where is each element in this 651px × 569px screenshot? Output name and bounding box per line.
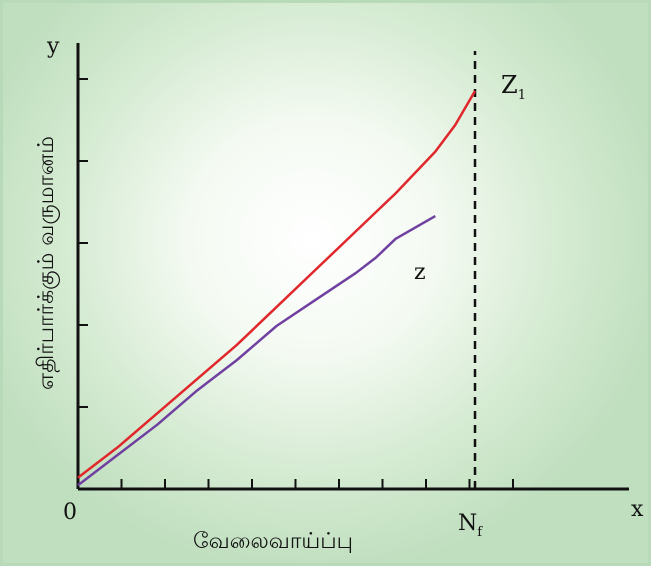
x-axis-symbol: x — [631, 497, 644, 522]
y-axis-label: எதிர்பார்க்கும் வருமானம் — [34, 136, 60, 390]
chart-canvas: Z1 z Nf y x 0 வேலைவாய்ப்பு எதிர்பார்க்கும் வரும… — [34, 34, 644, 554]
y-axis-symbol: y — [46, 34, 60, 59]
series-line-z1 — [77, 90, 477, 479]
series-line-z — [77, 215, 436, 487]
origin-label: 0 — [63, 500, 77, 525]
series-label-z: z — [414, 260, 426, 285]
x-axis-label: வேலைவாய்ப்பு — [193, 529, 353, 554]
nf-label: Nf — [458, 511, 483, 540]
nf-label-sub: f — [477, 525, 483, 540]
series-label-z1-sub: 1 — [518, 88, 526, 103]
series-label-z1: Z1 — [501, 71, 526, 103]
